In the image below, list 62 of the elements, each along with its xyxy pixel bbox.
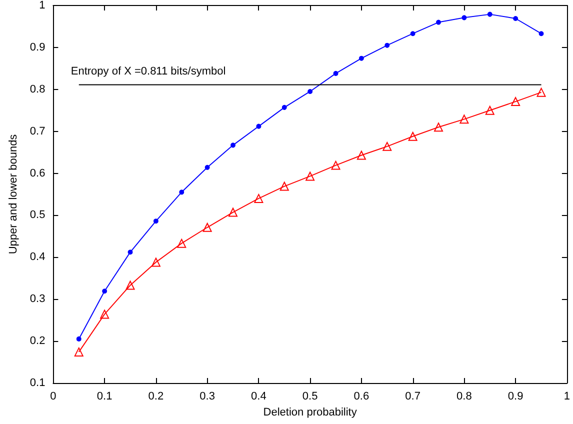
x-tick-label: 0.4 [251, 390, 266, 402]
point [76, 336, 82, 342]
point [179, 190, 184, 195]
point [256, 124, 262, 129]
point [228, 208, 238, 217]
point [204, 164, 210, 170]
point [254, 194, 264, 203]
point [485, 106, 494, 115]
point [177, 238, 186, 248]
y-tick-label: 0.8 [30, 83, 46, 96]
y-tick-label: 1 [39, 0, 46, 12]
y-tick-label: 0.9 [30, 41, 46, 54]
point [333, 70, 338, 76]
x-tick-label: 1 [564, 390, 570, 402]
point [384, 42, 390, 48]
point [282, 104, 287, 110]
x-tick-label: 0.9 [508, 390, 524, 402]
y-tick-label: 0.2 [30, 335, 46, 348]
x-tick-label: 0.2 [148, 390, 164, 402]
x-tick-label: 0 [50, 390, 56, 402]
y-tick-label: 0.4 [30, 251, 46, 264]
x-tick-label: 0.8 [456, 390, 472, 402]
x-tick-label: 0.1 [96, 390, 112, 402]
point [306, 172, 315, 181]
y-tick-label: 0.6 [30, 167, 46, 180]
point [100, 310, 110, 319]
point [128, 250, 133, 255]
point [280, 182, 289, 191]
point [536, 88, 546, 97]
point [408, 132, 418, 141]
y-tick-label: 0.3 [30, 293, 46, 306]
point [436, 20, 442, 25]
y-axis-title: Upper and lower bounds [8, 134, 20, 254]
point [460, 114, 469, 124]
point [462, 15, 467, 20]
point [358, 56, 364, 61]
x-axis-title: Deletion probability [263, 406, 358, 418]
annotation: Entropy of X =0.811 bits/symbol [70, 65, 226, 78]
point [356, 150, 366, 160]
point [410, 31, 416, 36]
point [538, 31, 544, 36]
point [434, 122, 444, 132]
x-tick-label: 0.7 [405, 390, 420, 402]
point [308, 88, 313, 94]
point [230, 142, 236, 148]
point [153, 218, 158, 224]
point [151, 258, 160, 267]
x-tick-label: 0.3 [200, 390, 215, 402]
point [511, 97, 520, 106]
y-tick-label: 0.7 [30, 125, 46, 138]
x-tick-label: 0.6 [354, 390, 370, 402]
y-tick-label: 0.5 [30, 209, 46, 222]
point [331, 160, 340, 170]
point [126, 280, 135, 290]
point [382, 142, 392, 151]
point [102, 288, 108, 294]
y-tick-label: 0.1 [30, 377, 46, 389]
point [74, 347, 84, 356]
point [487, 12, 492, 17]
point [513, 16, 518, 21]
point [202, 222, 212, 232]
x-tick-label: 0.5 [302, 390, 318, 402]
